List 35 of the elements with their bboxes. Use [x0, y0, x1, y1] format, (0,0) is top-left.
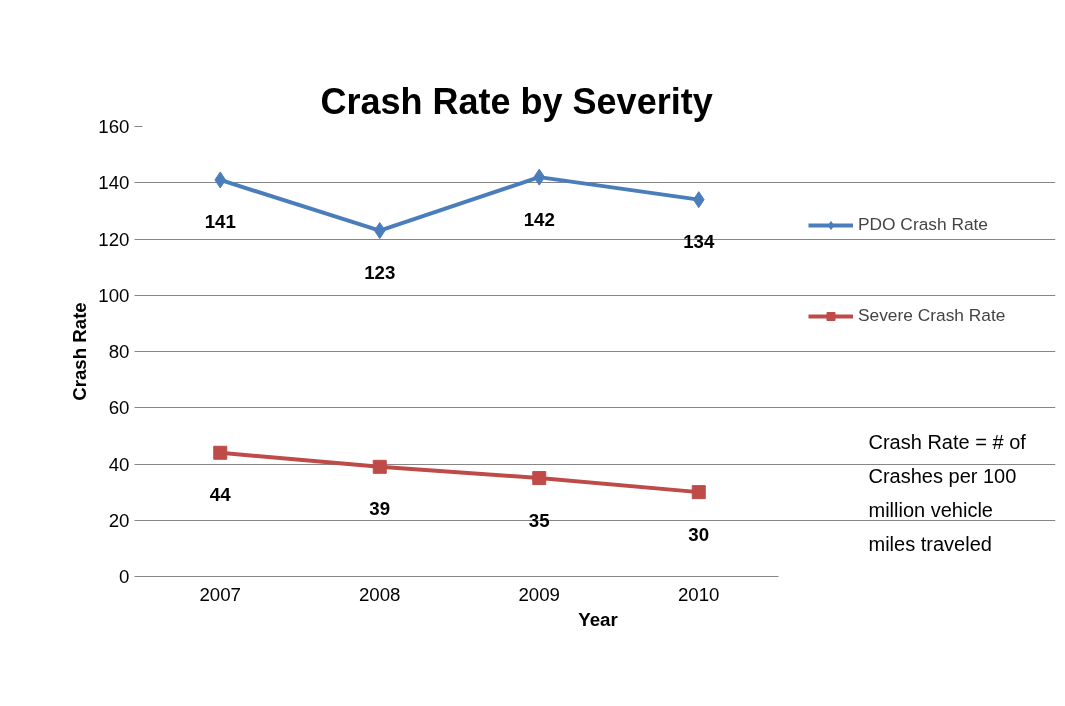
point [691, 485, 706, 500]
y-tick-label: 140 [98, 172, 130, 194]
point [373, 222, 386, 240]
point [213, 445, 228, 460]
data-label: 141 [204, 211, 236, 233]
data-label: 35 [528, 509, 550, 531]
x-tick-label: 2007 [199, 583, 242, 605]
y-tick-label: 80 [108, 341, 130, 362]
y-tick-label: 20 [108, 509, 130, 531]
chart-title: Crash Rate by Severity [320, 80, 713, 122]
x-tick-label: 2008 [359, 583, 401, 605]
y-tick-label: 120 [98, 228, 130, 250]
point [214, 171, 227, 189]
y-tick-label: 40 [108, 453, 130, 475]
data-label: 123 [364, 262, 396, 284]
point [532, 471, 547, 486]
data-label: 142 [523, 208, 555, 230]
x-tick-label: 2010 [678, 583, 720, 605]
point [692, 191, 705, 209]
point [372, 459, 387, 474]
data-label: 44 [209, 484, 232, 506]
legend-label: PDO Crash Rate [858, 214, 989, 235]
x-tick-label: 2009 [518, 583, 561, 605]
y-tick-label: 0 [119, 566, 130, 587]
text: Crash Rate = # of Crashes per 100 million vehicle miles traveled [868, 430, 1027, 555]
data-label: 39 [369, 498, 391, 520]
y-tick-label: 60 [108, 397, 130, 419]
data-label: 30 [688, 523, 710, 545]
point [533, 168, 546, 186]
data-label: 134 [683, 231, 715, 253]
x-axis-title: Year [578, 608, 618, 630]
y-axis-title: Crash Rate [69, 302, 91, 401]
y-tick-label: 160 [98, 116, 130, 137]
y-tick-label: 100 [98, 284, 130, 306]
legend-label: Severe Crash Rate [858, 305, 1006, 326]
